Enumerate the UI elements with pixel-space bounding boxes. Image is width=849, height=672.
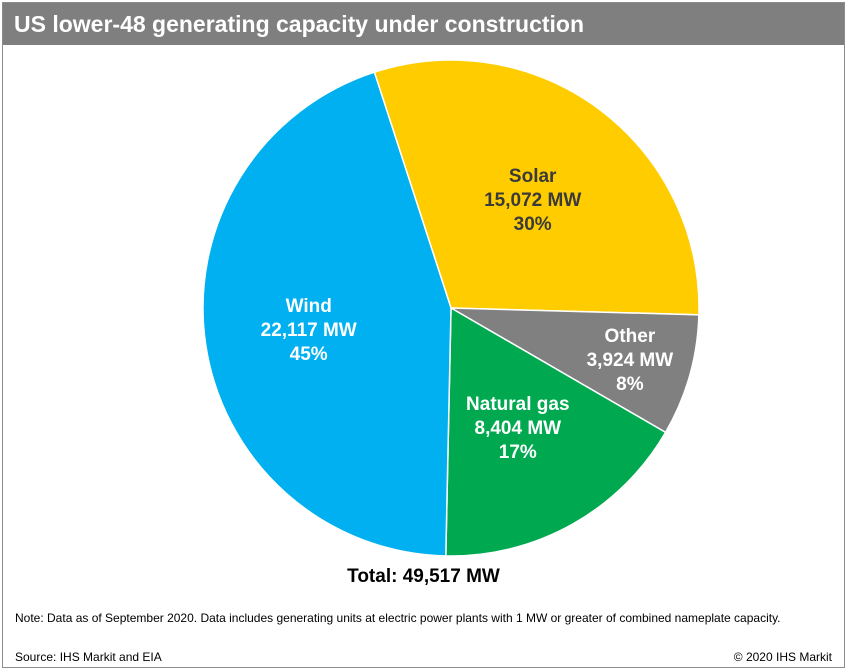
total-label: Total: 49,517 MW xyxy=(347,566,500,587)
pie-slice-wind xyxy=(202,71,452,557)
slice-label-wind: Wind 22,117 MW 45% xyxy=(261,296,357,365)
chart-title: US lower-48 generating capacity under co… xyxy=(3,3,844,45)
source-text: Source: IHS Markit and EIA xyxy=(15,650,162,664)
slice-label-solar: Solar 15,072 MW 30% xyxy=(484,166,581,235)
pie-slice-other xyxy=(450,307,700,434)
footnote: Note: Data as of September 2020. Data in… xyxy=(15,611,781,625)
slice-label-natural-gas: Natural gas 8,404 MW 17% xyxy=(466,394,569,463)
pie-chart: Solar 15,072 MW 30% Other 3,924 MW 8% Natural … xyxy=(202,59,700,557)
pie-slice-solar xyxy=(373,59,700,316)
copyright-text: © 2020 IHS Markit xyxy=(733,650,832,664)
pie-slice-natural-gas xyxy=(445,306,667,557)
slice-label-other: Other 3,924 MW 8% xyxy=(587,326,674,395)
